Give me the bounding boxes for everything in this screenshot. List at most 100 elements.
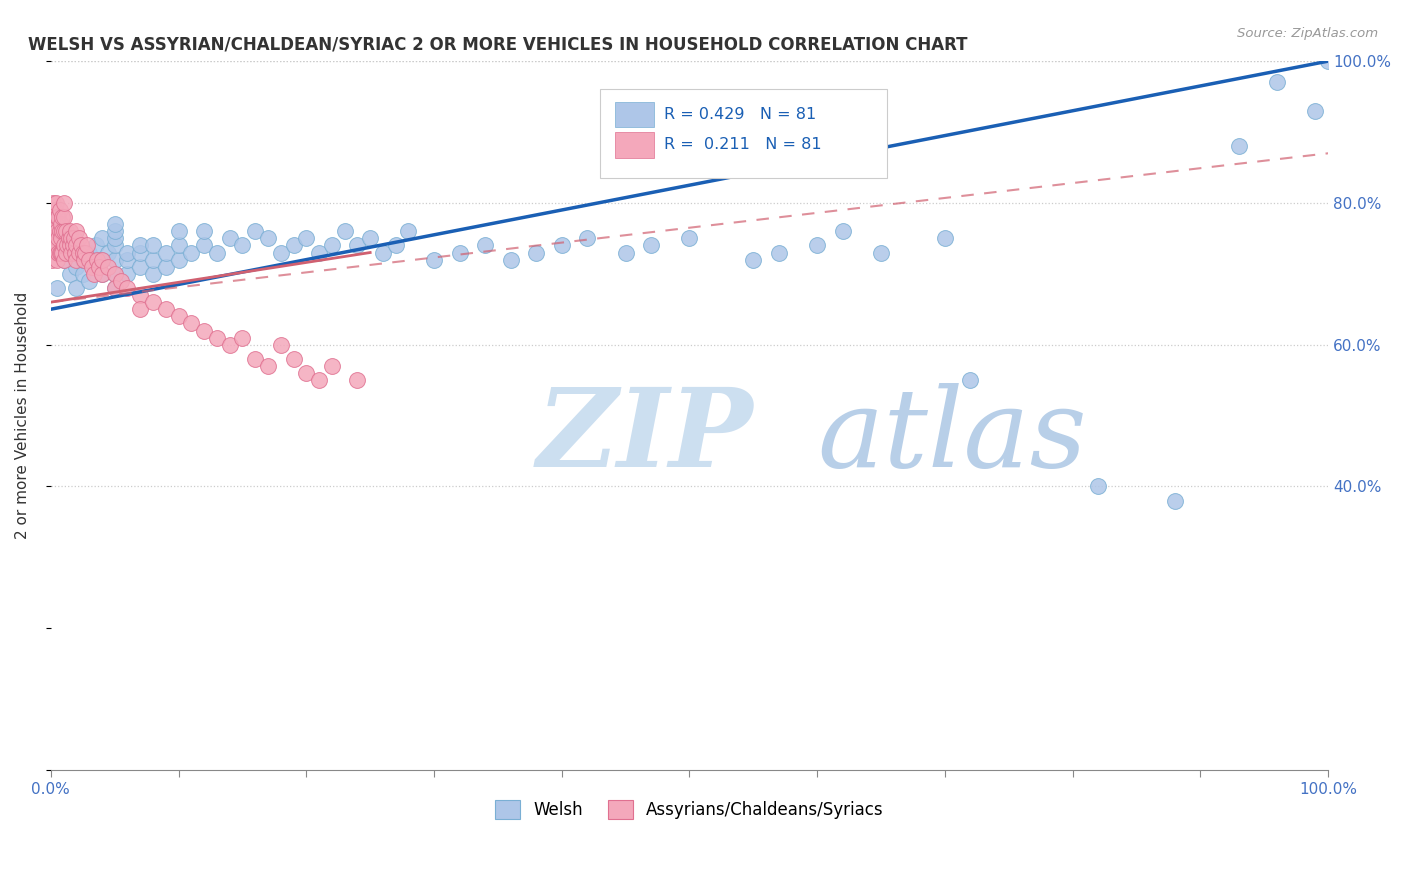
Point <box>46 210 69 224</box>
Point <box>831 224 853 238</box>
Point <box>1164 493 1187 508</box>
Point <box>56 238 79 252</box>
Point <box>65 224 87 238</box>
Point <box>167 224 190 238</box>
Point <box>423 252 446 267</box>
Point <box>155 260 177 274</box>
Point <box>283 238 305 252</box>
Point <box>768 245 790 260</box>
Point <box>52 238 75 252</box>
Point <box>231 330 253 344</box>
Point <box>72 252 94 267</box>
Point <box>576 231 599 245</box>
Point <box>1265 75 1288 89</box>
Point <box>551 238 574 252</box>
Point <box>49 245 72 260</box>
Point <box>65 252 87 267</box>
Point <box>321 238 343 252</box>
Point <box>45 231 67 245</box>
Point <box>49 231 72 245</box>
Point <box>80 260 103 274</box>
Point <box>295 231 318 245</box>
Point <box>44 224 66 238</box>
Point <box>129 302 152 317</box>
Point <box>86 252 108 267</box>
Text: ZIP: ZIP <box>536 383 752 491</box>
Point <box>76 238 98 252</box>
Point <box>308 373 330 387</box>
Point <box>49 245 72 260</box>
Point <box>117 267 139 281</box>
Point <box>205 330 228 344</box>
Point <box>346 373 368 387</box>
Point <box>45 217 67 231</box>
Point <box>52 252 75 267</box>
Point <box>959 373 981 387</box>
Point <box>46 224 69 238</box>
Point <box>270 337 292 351</box>
Point <box>58 231 80 245</box>
Point <box>90 267 112 281</box>
Point <box>45 195 67 210</box>
Point <box>524 245 547 260</box>
Point <box>77 245 100 260</box>
Point <box>104 267 127 281</box>
Point <box>218 231 240 245</box>
Point <box>44 238 66 252</box>
Point <box>59 238 82 252</box>
Point <box>49 217 72 231</box>
Point <box>52 224 75 238</box>
Point <box>75 245 97 260</box>
Point <box>72 245 94 260</box>
Point <box>104 224 127 238</box>
Point <box>62 238 84 252</box>
Point <box>614 245 637 260</box>
Point <box>308 245 330 260</box>
Point <box>65 238 87 252</box>
Point <box>67 231 90 245</box>
Point <box>52 195 75 210</box>
Point <box>1305 103 1327 118</box>
FancyBboxPatch shape <box>616 132 654 158</box>
Point <box>870 245 893 260</box>
Point <box>90 267 112 281</box>
FancyBboxPatch shape <box>616 102 654 127</box>
Point <box>155 302 177 317</box>
Point <box>73 252 96 267</box>
Point <box>117 281 139 295</box>
Point <box>104 238 127 252</box>
Point <box>142 238 165 252</box>
Legend: Welsh, Assyrians/Chaldeans/Syriacs: Welsh, Assyrians/Chaldeans/Syriacs <box>488 793 890 825</box>
Point <box>231 238 253 252</box>
Point <box>129 288 152 302</box>
Point <box>90 252 112 267</box>
Point <box>129 245 152 260</box>
Point <box>97 260 120 274</box>
Point <box>257 231 280 245</box>
Point <box>218 337 240 351</box>
Point <box>205 245 228 260</box>
Point <box>59 267 82 281</box>
Point <box>321 359 343 373</box>
Point <box>384 238 406 252</box>
Point <box>89 260 111 274</box>
Point <box>193 324 215 338</box>
Point <box>117 252 139 267</box>
Point <box>65 260 87 274</box>
Point <box>84 260 107 274</box>
Point <box>42 210 65 224</box>
Text: R = 0.429   N = 81: R = 0.429 N = 81 <box>664 107 817 122</box>
Point <box>270 245 292 260</box>
Point <box>110 274 132 288</box>
Point <box>257 359 280 373</box>
Point <box>48 210 70 224</box>
Point <box>70 238 93 252</box>
Point <box>104 231 127 245</box>
Point <box>104 281 127 295</box>
Point <box>398 224 420 238</box>
Point <box>474 238 496 252</box>
Point <box>67 245 90 260</box>
Point <box>77 274 100 288</box>
Point <box>245 351 267 366</box>
Point <box>1227 139 1250 153</box>
